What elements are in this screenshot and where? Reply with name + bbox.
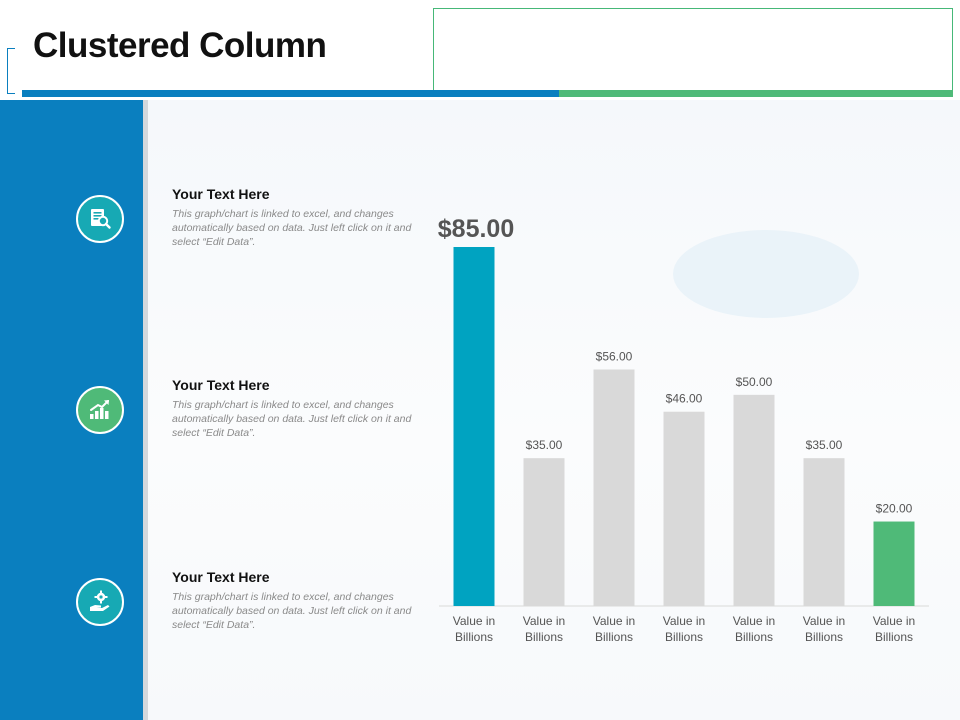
text-block-title: Your Text Here — [172, 377, 270, 393]
text-block-title: Your Text Here — [172, 186, 270, 202]
data-label: $35.00 — [806, 438, 843, 452]
data-label: $50.00 — [736, 375, 773, 389]
bar-3 — [593, 369, 635, 606]
document-search-icon — [76, 195, 124, 243]
header-underline-green — [559, 90, 953, 97]
data-label: $35.00 — [526, 438, 563, 452]
bar-2 — [523, 458, 565, 606]
text-block-2: Your Text Here This graph/chart is linke… — [172, 377, 427, 440]
category-label: Value in Billions — [663, 614, 705, 644]
category-label: Value in Billions — [733, 614, 775, 644]
text-block-3: Your Text Here This graph/chart is linke… — [172, 569, 427, 632]
category-label: Value in Billions — [803, 614, 845, 644]
header-frame-right — [433, 8, 953, 90]
category-label: Value in Billions — [453, 614, 495, 644]
growth-chart-icon — [76, 386, 124, 434]
gear-hand-icon — [76, 578, 124, 626]
bar-5 — [733, 394, 775, 606]
text-block-title: Your Text Here — [172, 569, 270, 585]
bar-6 — [803, 458, 845, 606]
data-label: $56.00 — [596, 349, 633, 363]
text-block-body: This graph/chart is linked to excel, and… — [172, 208, 412, 248]
category-label: Value in Billions — [593, 614, 635, 644]
category-label: Value in Billions — [873, 614, 915, 644]
data-label: $85.00 — [438, 215, 514, 243]
data-label: $46.00 — [666, 392, 703, 406]
bar-1 — [453, 247, 495, 606]
text-block-body: This graph/chart is linked to excel, and… — [172, 399, 412, 439]
header-underline-blue — [22, 90, 559, 97]
category-label: Value in Billions — [523, 614, 565, 644]
text-block-body: This graph/chart is linked to excel, and… — [172, 591, 412, 631]
header-frame-left — [7, 48, 15, 94]
slide-background — [148, 100, 960, 720]
page-title: Clustered Column — [33, 26, 327, 65]
text-block-1: Your Text Here This graph/chart is linke… — [172, 186, 427, 249]
side-panel-edge — [143, 100, 148, 720]
bar-4 — [663, 411, 705, 606]
data-label: $20.00 — [876, 502, 913, 516]
bar-7 — [873, 521, 915, 606]
background-ellipse — [673, 230, 859, 318]
